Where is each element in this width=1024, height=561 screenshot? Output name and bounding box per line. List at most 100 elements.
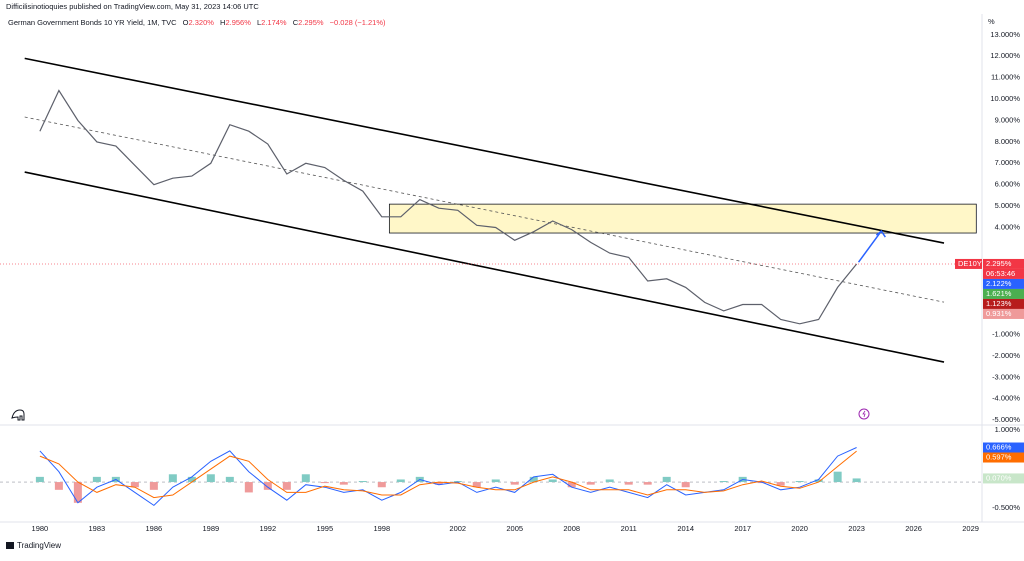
histogram-bar <box>833 471 842 483</box>
series-line <box>39 450 857 499</box>
price-label: 2.122% <box>986 279 1012 288</box>
histogram-bar <box>643 482 652 485</box>
price-label: 1.621% <box>986 289 1012 298</box>
y-tick-label: 13.000% <box>990 30 1020 39</box>
histogram-bar <box>510 482 519 485</box>
x-tick-label: 2029 <box>962 524 979 533</box>
y-tick-label: -2.000% <box>992 351 1020 360</box>
symbol-tag: DE10Y <box>958 259 982 268</box>
histogram-bar <box>244 482 253 493</box>
histogram-bar <box>149 482 158 490</box>
x-tick-label: 2014 <box>677 524 694 533</box>
price-label: 0.931% <box>986 309 1012 318</box>
histogram-bar <box>776 482 785 486</box>
histogram-bar <box>624 482 633 485</box>
histogram-bar <box>852 478 861 483</box>
histogram-bar <box>472 482 481 488</box>
histogram-bar <box>662 476 671 483</box>
drawing-tool-icon[interactable] <box>11 409 25 421</box>
trendline <box>24 171 945 363</box>
series-line <box>39 447 857 507</box>
histogram-bar <box>54 482 63 490</box>
histogram-bar <box>586 482 595 485</box>
y-tick-label: 8.000% <box>995 137 1021 146</box>
price-label-bg <box>983 278 1024 289</box>
histogram-bar <box>453 481 462 483</box>
x-tick-label: 2011 <box>621 524 637 533</box>
price-label-bg <box>983 473 1024 484</box>
y-tick-label: -5.000% <box>992 415 1020 424</box>
price-label: 0.666% <box>986 442 1012 451</box>
histogram-bar <box>73 482 82 503</box>
histogram-bar <box>814 479 823 483</box>
price-label-bg <box>983 258 1024 269</box>
arrow-head <box>875 230 886 238</box>
x-tick-label: 2023 <box>848 524 865 533</box>
price-label: 0.070% <box>986 473 1012 482</box>
x-tick-label: 2008 <box>563 524 580 533</box>
price-label: 0.597% <box>986 452 1012 461</box>
histogram-bar <box>263 482 272 490</box>
x-tick-label: 2020 <box>791 524 808 533</box>
event-bolt <box>862 410 866 418</box>
histogram-bar <box>358 481 367 483</box>
ohlc-value: 2.320% <box>189 18 215 27</box>
histogram-bar <box>282 482 291 490</box>
histogram-bar <box>35 476 44 483</box>
ohlc-key: L <box>257 18 261 27</box>
histogram-bar <box>434 482 443 485</box>
publisher: Difficilisinotioquies published on Tradi… <box>6 2 259 11</box>
y-tick-label: 7.000% <box>995 158 1021 167</box>
histogram-bar <box>377 482 386 488</box>
histogram-bar <box>301 474 310 483</box>
x-tick-label: 2017 <box>734 524 751 533</box>
histogram-bar <box>225 476 234 483</box>
zone <box>388 203 977 234</box>
histogram-bar <box>187 476 196 483</box>
y-tick-label: -4.000% <box>992 394 1020 403</box>
symbol-tag-bg <box>955 258 982 269</box>
y-tick-label: 10.000% <box>990 94 1020 103</box>
x-tick-label: 2026 <box>905 524 922 533</box>
histogram-bar <box>605 479 614 483</box>
y-tick-label: 12.000% <box>990 51 1020 60</box>
trendline <box>24 57 945 244</box>
x-tick-label: 1998 <box>373 524 390 533</box>
symbol-title: German Government Bonds 10 YR Yield, 1M,… <box>8 18 177 27</box>
y-tick-label: 1.000% <box>995 425 1021 434</box>
dino-icon <box>11 409 25 421</box>
arrow <box>857 230 882 263</box>
x-tick-label: 1986 <box>146 524 163 533</box>
histogram-bar <box>396 479 405 483</box>
histogram-bar <box>491 479 500 483</box>
x-tick-label: 1980 <box>32 524 49 533</box>
x-tick-label: 1989 <box>202 524 219 533</box>
price-label-bg <box>983 298 1024 309</box>
price-label-bg <box>983 288 1024 299</box>
brand: TradingView <box>17 541 61 550</box>
ohlc-value: 2.174% <box>261 18 287 27</box>
histogram-bar <box>529 476 538 483</box>
histogram-bar <box>681 482 690 488</box>
y-unit: % <box>988 17 995 26</box>
ohlc-value: 2.956% <box>225 18 251 27</box>
event-icon[interactable] <box>858 408 870 420</box>
histogram-bar <box>320 482 329 484</box>
ohlc-value: 2.295% <box>298 18 324 27</box>
price-label: 1.123% <box>986 299 1012 308</box>
ohlc-key: O <box>183 18 189 27</box>
y-tick-label: -3.000% <box>992 372 1020 381</box>
y-tick-label: 4.000% <box>995 222 1021 231</box>
y-tick-label: -1.000% <box>992 329 1020 338</box>
countdown: 06:53:46 <box>986 269 1015 278</box>
change: −0.028 (−1.21%) <box>330 18 386 27</box>
histogram-bar <box>130 482 139 488</box>
histogram-bar <box>339 482 348 485</box>
histogram-bar <box>206 474 215 483</box>
trendline <box>24 116 945 303</box>
legend-line: German Government Bonds 10 YR Yield, 1M,… <box>8 18 386 27</box>
price-label-bg <box>983 308 1024 319</box>
